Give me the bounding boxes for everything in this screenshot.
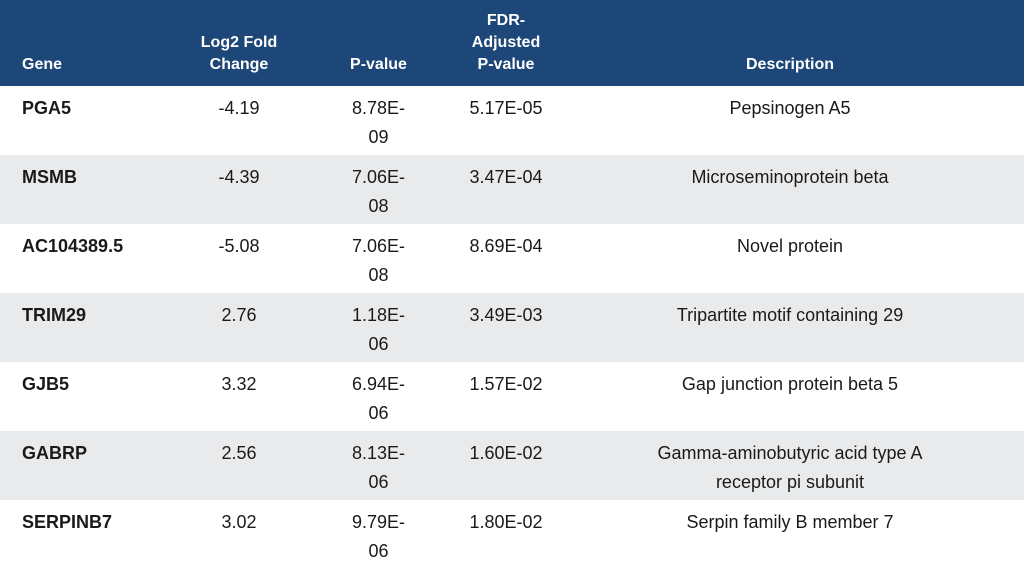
cell-p-value: 7.06E- 08 [301,155,456,224]
cell-gene: PGA5 [22,98,72,118]
cell-gene: GABRP [0,431,177,500]
table-row: SERPINB7 3.02 9.79E- 06 1.80E-02 Serpin f… [0,500,1024,569]
p-value-line1: 8.78E- [351,98,406,118]
description-line1: Gamma-aminobutyric acid type A [657,443,923,463]
table-row: AC104389.5 -5.08 7.06E- 08 8.69E-04 Novel… [0,224,1024,293]
cell-log2-fold-change: 3.02 [221,512,257,532]
header-fdr-line1: FDR- [486,12,526,29]
cell-gene: MSMB [0,155,177,224]
header-log2-fold-change: Log2 Fold Change [177,0,301,86]
header-gene-label: Gene [22,56,63,73]
table-row: PGA5 -4.19 8.78E- 09 5.17E-05 Pepsinogen … [0,86,1024,155]
p-value-line1: 8.13E- [351,443,406,463]
cell-fdr-p-value: 5.17E-05 [469,98,543,118]
cell-description: Microseminoprotein beta [556,155,1024,224]
cell-fdr-p-value: 1.57E-02 [469,374,543,394]
cell-log2-fold-change: 3.32 [221,374,257,394]
cell-p-value: 1.18E- 06 [301,293,456,362]
p-value-line2: 08 [368,196,389,216]
header-lfc-line1: Log2 Fold [200,34,278,51]
cell-description: Serpin family B member 7 [556,500,1024,569]
p-value-line1: 7.06E- [351,236,406,256]
header-description-label: Description [745,56,834,73]
cell-fdr-p-value: 3.47E-04 [456,155,556,224]
p-value-line1: 9.79E- [351,512,406,532]
header-fdr-line3: P-value [477,56,535,73]
cell-p-value: 8.13E- 06 [301,431,456,500]
cell-log2-fold-change: -4.19 [218,98,260,118]
header-fdr-line2: Adjusted [471,34,541,51]
cell-description: Pepsinogen A5 [556,86,1024,155]
p-value-line2: 09 [368,127,389,147]
table-row: TRIM29 2.76 1.18E- 06 3.49E-03 Tripartite… [0,293,1024,362]
cell-log2-fold-change: -4.39 [177,155,301,224]
header-pvalue-label: P-value [350,56,407,73]
table-row: GJB5 3.32 6.94E- 06 1.57E-02 Gap junction… [0,362,1024,431]
cell-log2-fold-change: 2.56 [177,431,301,500]
cell-p-value: 6.94E- 06 [301,362,456,431]
cell-fdr-p-value: 3.49E-03 [456,293,556,362]
header-gene: Gene [0,0,177,86]
header-row: Gene Log2 Fold Change P-value FDR- Adjus… [0,0,1024,86]
p-value-line2: 06 [368,541,389,561]
table-header: Gene Log2 Fold Change P-value FDR- Adjus… [0,0,1024,86]
p-value-line2: 06 [368,472,389,492]
p-value-line2: 08 [368,265,389,285]
cell-fdr-p-value: 8.69E-04 [469,236,543,256]
description-line1: Gap junction protein beta 5 [681,374,899,394]
description-line1: Serpin family B member 7 [686,512,894,532]
cell-gene: AC104389.5 [22,236,124,256]
p-value-line1: 6.94E- [351,374,406,394]
cell-description: Tripartite motif containing 29 [556,293,1024,362]
cell-description: Gap junction protein beta 5 [556,362,1024,431]
header-fdr-adjusted-p-value: FDR- Adjusted P-value [456,0,556,86]
table-row: MSMB -4.39 7.06E- 08 3.47E-04 Microsemino… [0,155,1024,224]
cell-description: Novel protein [556,224,1024,293]
cell-p-value: 8.78E- 09 [301,86,456,155]
table-row: GABRP 2.56 8.13E- 06 1.60E-02 Gamma-amino… [0,431,1024,500]
description-line1: Tripartite motif containing 29 [676,305,904,325]
header-lfc-line2: Change [209,56,269,73]
header-p-value: P-value [301,0,456,86]
cell-p-value: 9.79E- 06 [301,500,456,569]
cell-fdr-p-value: 1.80E-02 [469,512,543,532]
p-value-line1: 7.06E- [351,167,406,187]
cell-gene: GJB5 [22,374,70,394]
cell-p-value: 7.06E- 08 [301,224,456,293]
cell-fdr-p-value: 1.60E-02 [456,431,556,500]
cell-gene: SERPINB7 [22,512,113,532]
p-value-line2: 06 [368,334,389,354]
table-body: PGA5 -4.19 8.78E- 09 5.17E-05 Pepsinogen … [0,86,1024,569]
description-line1: Microseminoprotein beta [691,167,889,187]
p-value-line2: 06 [368,403,389,423]
cell-description: Gamma-aminobutyric acid type A receptor p… [556,431,1024,500]
description-line1: Pepsinogen A5 [729,98,851,118]
cell-gene: TRIM29 [0,293,177,362]
p-value-line1: 1.18E- [351,305,406,325]
description-line2: receptor pi subunit [715,472,865,492]
cell-log2-fold-change: 2.76 [177,293,301,362]
header-description: Description [556,0,1024,86]
cell-log2-fold-change: -5.08 [218,236,260,256]
description-line1: Novel protein [736,236,844,256]
